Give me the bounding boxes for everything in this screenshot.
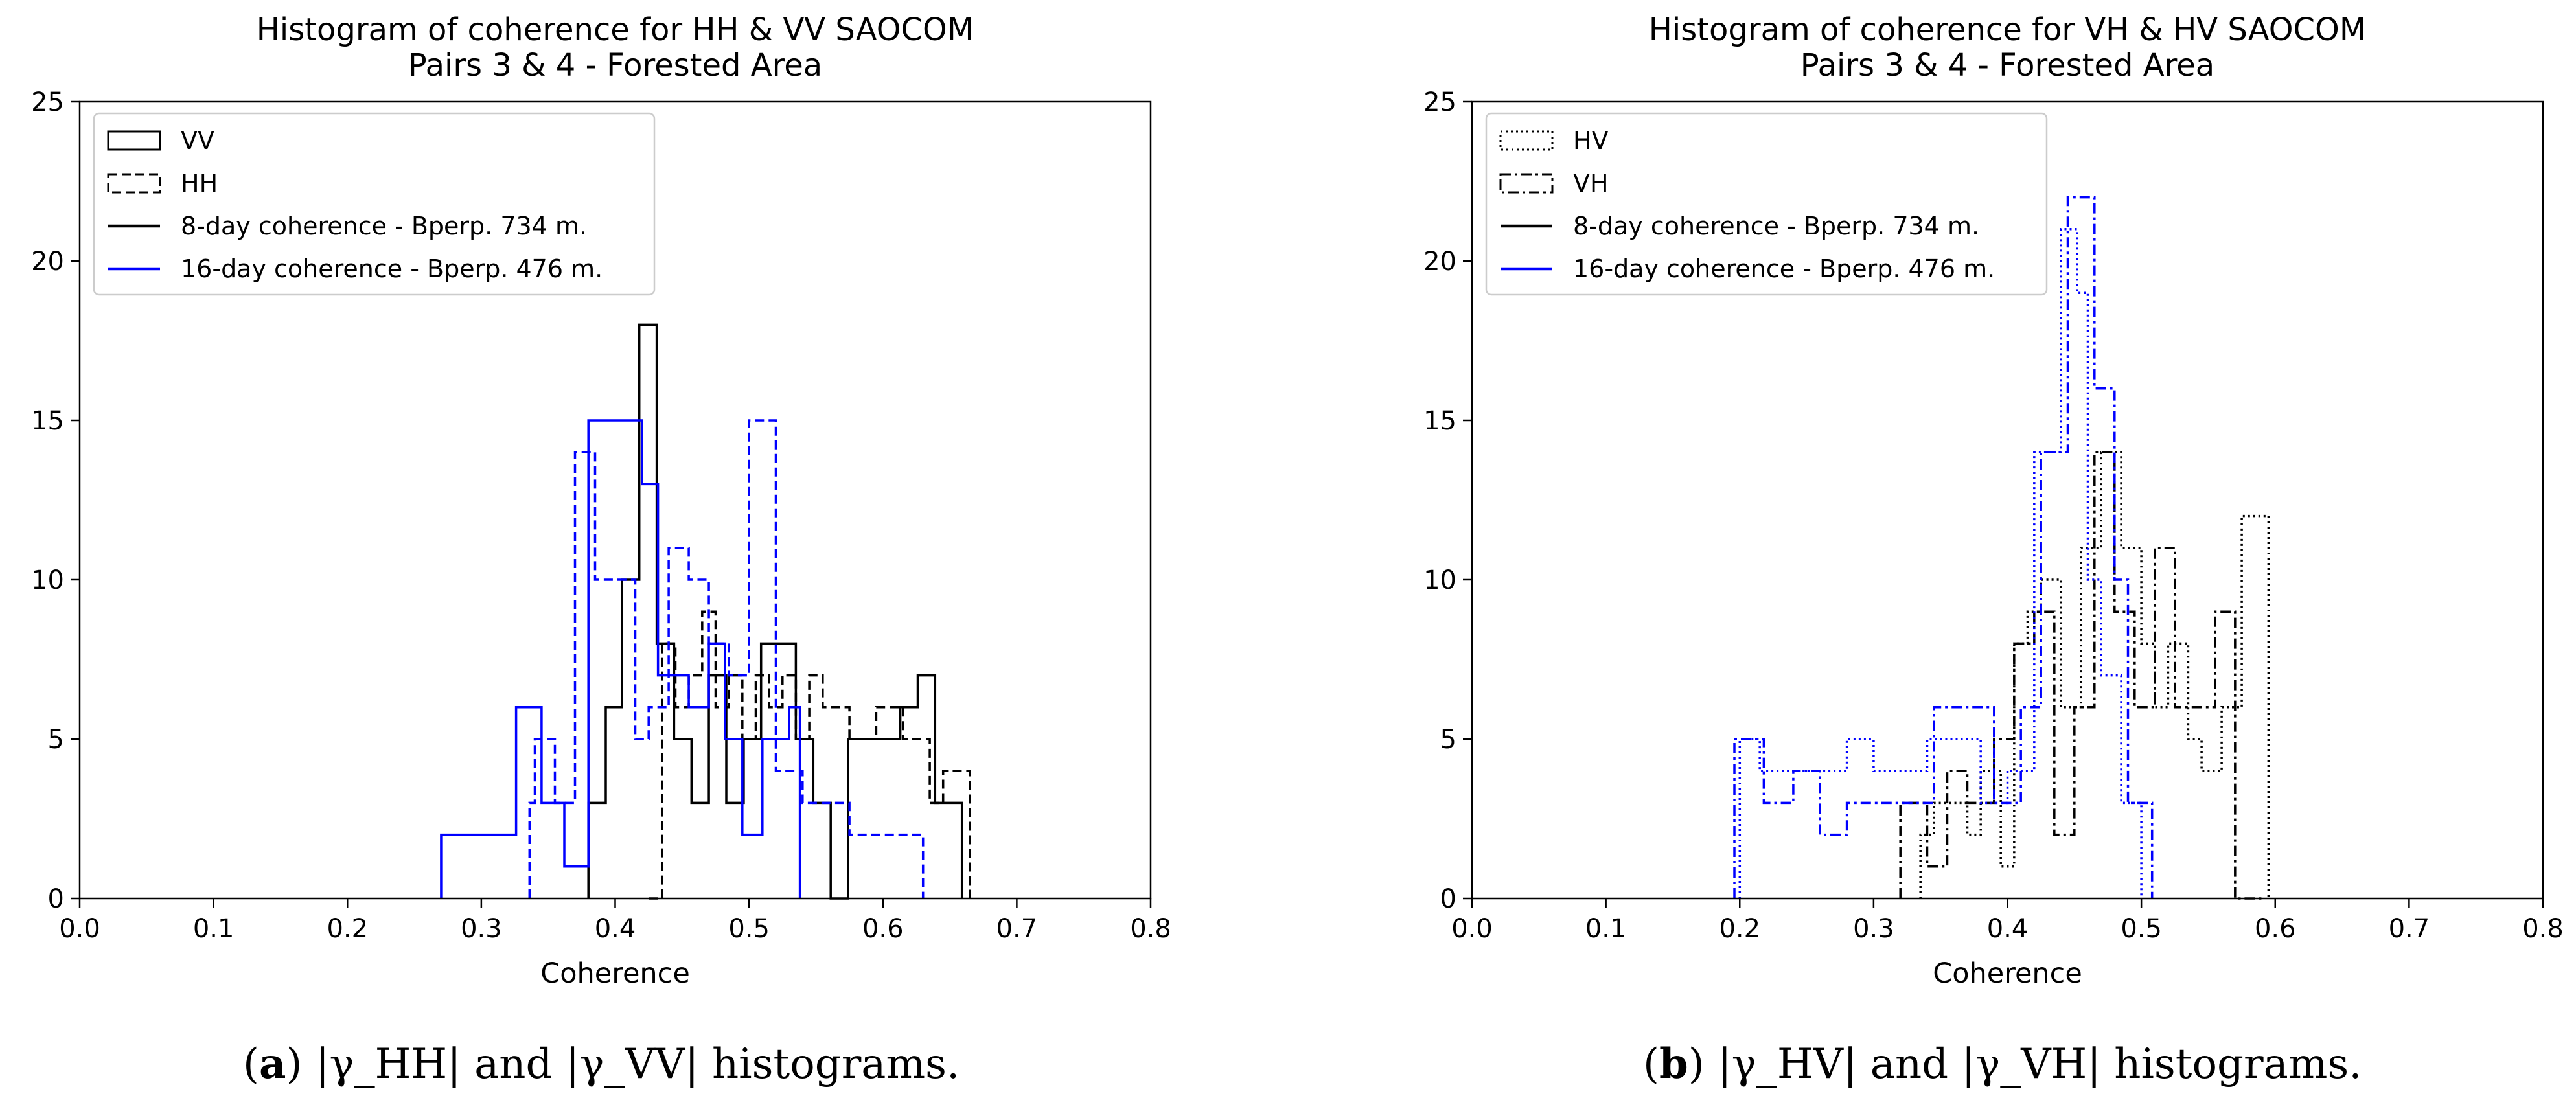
histogram-series-group <box>1733 196 2270 900</box>
legend-label: 8-day coherence - Bperp. 734 m. <box>1573 212 1979 240</box>
legend-handle-box <box>1499 130 1554 151</box>
x-tick-label: 0.3 <box>1853 914 1894 944</box>
chart-title-line: Pairs 3 & 4 - Forested Area <box>1800 47 2214 84</box>
chart-title-line: Histogram of coherence for VH & HV SAOCO… <box>1649 12 2366 48</box>
x-tick-label: 0.4 <box>1987 914 2029 944</box>
legend-label: VH <box>1573 169 1609 198</box>
x-tick-label: 0.8 <box>1130 914 1171 944</box>
histogram-series <box>1899 451 2262 900</box>
y-tick-label: 10 <box>31 566 64 595</box>
histogram-series <box>587 323 963 900</box>
x-tick-label: 0.3 <box>461 914 502 944</box>
y-tick-label: 25 <box>31 87 64 117</box>
x-tick-label: 0.0 <box>59 914 100 944</box>
caption-a: (a) |γ_HH| and |γ_VV| histograms. <box>243 1040 960 1088</box>
histogram-series <box>1919 451 2270 898</box>
x-tick-label: 0.1 <box>193 914 235 944</box>
x-axis-label: Coherence <box>540 957 690 990</box>
legend: VV HH 8-day coherence - Bperp. 734 m. 16-da… <box>93 112 656 296</box>
histogram-series <box>440 419 801 898</box>
legend-label: 8-day coherence - Bperp. 734 m. <box>181 212 587 240</box>
legend-label: HH <box>181 169 218 198</box>
legend-handle-box <box>1499 173 1554 194</box>
x-tick-label: 0.6 <box>2255 914 2296 944</box>
chart-hv-vh: Histogram of coherence for VH & HV SAOCO… <box>1423 12 2564 990</box>
caption-a-letter: a <box>259 1040 286 1088</box>
legend: HV VH 8-day coherence - Bperp. 734 m. 16-da… <box>1485 112 2048 296</box>
y-tick-label: 15 <box>31 406 64 436</box>
y-tick-label: 5 <box>48 725 64 755</box>
legend-frame <box>1485 112 2048 296</box>
legend-label: 16-day coherence - Bperp. 476 m. <box>181 255 603 283</box>
y-tick-label: 20 <box>1423 247 1456 277</box>
histogram-series <box>1738 228 2143 898</box>
legend-handle-box <box>107 130 161 151</box>
x-tick-label: 0.5 <box>2121 914 2162 944</box>
y-tick-label: 20 <box>31 247 64 277</box>
legend-frame <box>93 112 656 296</box>
legend-handle-box <box>107 173 161 194</box>
y-tick-label: 0 <box>1440 884 1456 914</box>
x-tick-label: 0.7 <box>2389 914 2430 944</box>
x-tick-label: 0.7 <box>996 914 1038 944</box>
histogram-series <box>1733 196 2154 898</box>
legend-label: VV <box>181 126 214 155</box>
caption-b-letter: b <box>1659 1040 1688 1088</box>
y-tick-label: 25 <box>1423 87 1456 117</box>
x-tick-label: 0.6 <box>862 914 904 944</box>
y-tick-label: 15 <box>1423 406 1456 436</box>
x-tick-label: 0.5 <box>728 914 770 944</box>
x-tick-label: 0.4 <box>595 914 636 944</box>
chart-title-line: Pairs 3 & 4 - Forested Area <box>408 47 822 84</box>
legend-label: HV <box>1573 126 1609 155</box>
x-tick-label: 0.2 <box>327 914 368 944</box>
y-tick-label: 5 <box>1440 725 1456 755</box>
x-tick-label: 0.8 <box>2522 914 2564 944</box>
caption-b: (b) |γ_HV| and |γ_VH| histograms. <box>1643 1040 2362 1088</box>
x-tick-label: 0.2 <box>1719 914 1760 944</box>
histogram-series <box>528 419 925 898</box>
caption-b-text: |γ_HV| and |γ_VH| histograms. <box>1704 1040 2362 1088</box>
chart-hh-vv: Histogram of coherence for HH & VV SAOCO… <box>31 12 1171 990</box>
x-tick-label: 0.1 <box>1585 914 1627 944</box>
legend-label: 16-day coherence - Bperp. 476 m. <box>1573 255 1995 283</box>
chart-title-line: Histogram of coherence for HH & VV SAOCO… <box>257 12 974 48</box>
histogram-series-group <box>440 323 971 900</box>
x-tick-label: 0.0 <box>1451 914 1493 944</box>
histogram-series <box>649 610 971 900</box>
y-tick-label: 10 <box>1423 566 1456 595</box>
x-axis-label: Coherence <box>1933 957 2082 990</box>
y-tick-label: 0 <box>48 884 64 914</box>
caption-a-text: |γ_HH| and |γ_VV| histograms. <box>302 1040 960 1088</box>
